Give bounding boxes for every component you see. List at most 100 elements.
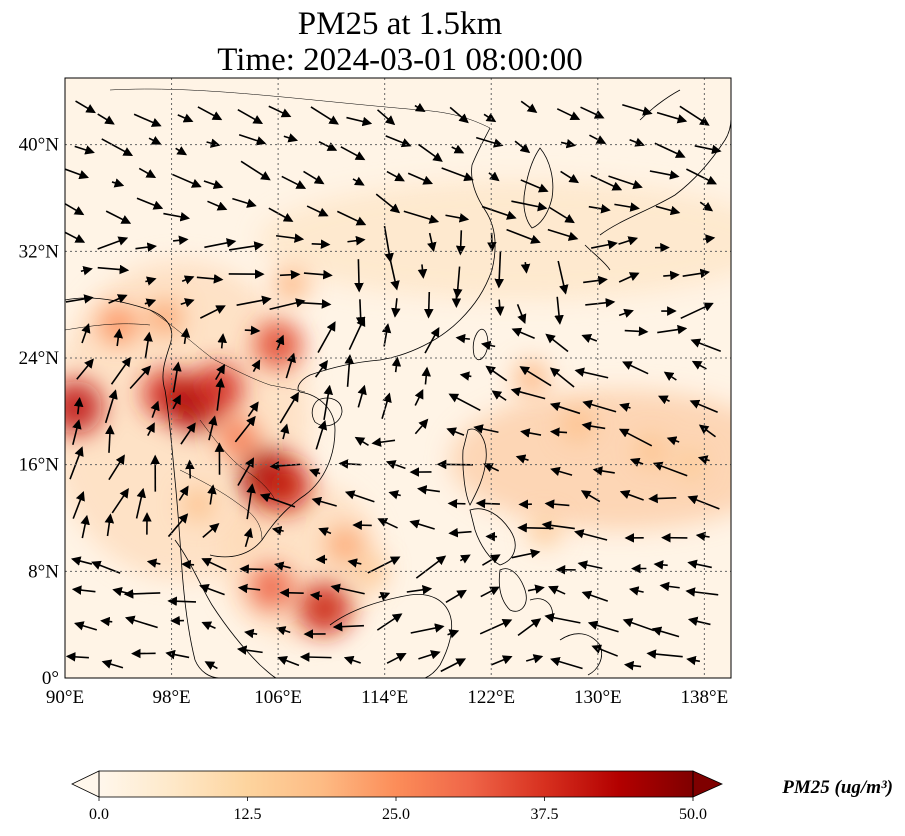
wind-arrow bbox=[281, 175, 307, 189]
wind-arrow bbox=[520, 179, 549, 193]
wind-arrow bbox=[624, 326, 649, 337]
gridlines bbox=[65, 78, 731, 678]
wind-arrow bbox=[554, 296, 564, 325]
wind-arrow bbox=[657, 324, 688, 335]
wind-arrow bbox=[101, 138, 134, 156]
wind-arrow bbox=[378, 592, 391, 601]
wind-arrow bbox=[445, 589, 467, 604]
pm25-hotspot bbox=[193, 363, 244, 414]
wind-arrow bbox=[73, 396, 84, 415]
wind-arrow bbox=[581, 590, 609, 602]
pm25-background-band bbox=[260, 180, 731, 300]
wind-arrow bbox=[199, 305, 226, 319]
wind-arrow bbox=[234, 415, 256, 443]
wind-arrow bbox=[277, 656, 300, 667]
wind-arrow bbox=[511, 327, 535, 339]
colorbar-tick-label: 12.5 bbox=[234, 806, 262, 823]
wind-arrow bbox=[236, 295, 272, 307]
wind-arrow bbox=[652, 461, 688, 477]
wind-arrow bbox=[581, 421, 606, 431]
longitude-tick-label: 138°E bbox=[681, 687, 729, 708]
wind-arrow bbox=[391, 356, 402, 373]
wind-arrow bbox=[517, 618, 542, 636]
wind-arrow bbox=[527, 584, 545, 594]
colorbar: 0.0 12.5 25.0 37.5 50.0 PM25 (ug/m³) bbox=[71, 770, 893, 823]
wind-arrow bbox=[105, 424, 115, 453]
wind-arrow bbox=[167, 513, 189, 538]
wind-arrow bbox=[237, 457, 255, 486]
wind-arrow bbox=[666, 436, 680, 446]
wind-arrow bbox=[244, 325, 261, 336]
wind-arrow bbox=[663, 270, 680, 281]
wind-arrow bbox=[181, 275, 195, 285]
wind-arrow bbox=[544, 612, 581, 624]
wind-arrow bbox=[354, 259, 364, 293]
map-title-line1: PM25 at 1.5km bbox=[297, 6, 503, 42]
wind-arrow bbox=[150, 400, 160, 418]
wind-arrow bbox=[377, 518, 398, 529]
wind-arrow bbox=[247, 401, 259, 417]
wind-arrow bbox=[557, 260, 569, 295]
wind-arrow bbox=[485, 365, 508, 382]
wind-arrow bbox=[588, 204, 611, 214]
wind-arrow bbox=[301, 299, 332, 309]
wind-arrow bbox=[417, 264, 428, 279]
wind-arrow bbox=[303, 170, 325, 185]
wind-arrow bbox=[418, 650, 441, 660]
wind-arrow bbox=[100, 616, 113, 627]
wind-arrow bbox=[71, 585, 96, 595]
wind-arrow bbox=[347, 558, 362, 568]
colorbar-tick-label: 0.0 bbox=[89, 806, 109, 823]
wind-arrow bbox=[407, 172, 434, 185]
wind-arrow bbox=[494, 299, 505, 317]
wind-arrow bbox=[74, 145, 95, 155]
wind-arrow bbox=[73, 621, 98, 631]
wind-arrow bbox=[441, 167, 474, 182]
wind-arrow bbox=[418, 143, 443, 162]
wind-arrow bbox=[144, 298, 157, 308]
wind-arrow bbox=[113, 328, 124, 347]
wind-arrow bbox=[656, 111, 688, 124]
wind-arrow bbox=[180, 327, 191, 344]
latitude-tick-label: 40°N bbox=[19, 135, 60, 156]
wind-arrow bbox=[440, 658, 467, 673]
wind-arrow bbox=[338, 459, 362, 469]
wind-arrow bbox=[354, 436, 369, 446]
wind-arrow bbox=[427, 232, 437, 253]
wind-arrow bbox=[592, 466, 615, 476]
wind-arrow bbox=[480, 586, 500, 598]
pm25-hotspot bbox=[274, 267, 309, 302]
wind-arrow bbox=[268, 105, 292, 118]
wind-arrow bbox=[145, 276, 157, 286]
wind-arrow bbox=[699, 201, 714, 212]
wind-arrow bbox=[201, 621, 216, 631]
northeast-india-border bbox=[65, 323, 151, 331]
wind-arrow bbox=[111, 178, 125, 188]
wind-arrow bbox=[386, 170, 405, 182]
wind-arrow bbox=[491, 390, 507, 401]
colorbar-tick-label: 37.5 bbox=[531, 806, 559, 823]
wind-arrow bbox=[180, 298, 195, 308]
wind-arrow bbox=[207, 484, 217, 505]
taiwan-island-coast bbox=[472, 328, 489, 361]
wind-arrow bbox=[414, 389, 424, 406]
wind-arrow bbox=[283, 133, 299, 143]
wind-arrow bbox=[483, 112, 497, 123]
pm25-hotspot bbox=[561, 408, 594, 441]
wind-arrow bbox=[97, 236, 129, 250]
wind-arrow bbox=[591, 644, 618, 657]
wind-arrow bbox=[175, 146, 188, 156]
wind-arrow bbox=[357, 384, 367, 408]
longitude-tick-label: 98°E bbox=[152, 687, 190, 708]
wind-arrow bbox=[217, 333, 228, 349]
wind-arrow bbox=[199, 584, 225, 596]
wind-arrow bbox=[452, 266, 463, 299]
wind-arrow bbox=[680, 302, 714, 320]
pm25-hotspot bbox=[249, 564, 294, 610]
wind-arrow bbox=[215, 363, 226, 381]
map-frame bbox=[64, 77, 732, 679]
wind-arrow bbox=[105, 210, 132, 224]
wind-arrow bbox=[449, 106, 469, 124]
wind-arrow bbox=[108, 454, 125, 481]
wind-arrow bbox=[146, 422, 155, 436]
